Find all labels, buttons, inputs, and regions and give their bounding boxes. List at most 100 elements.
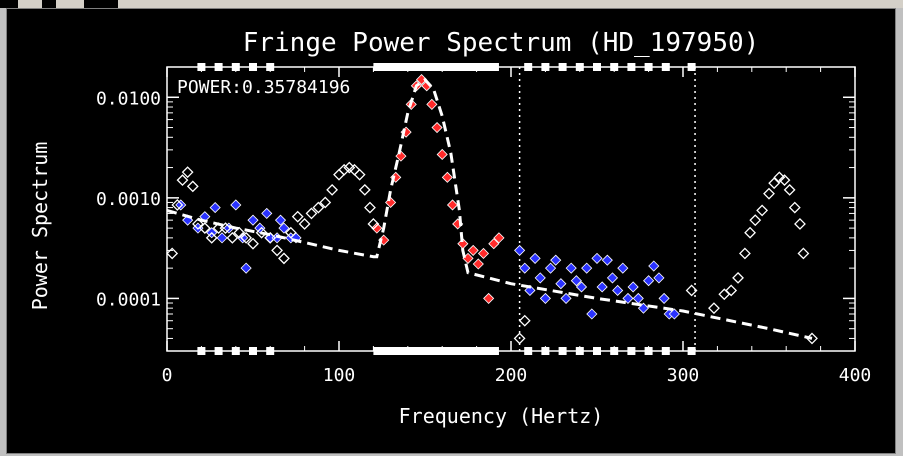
top-strip-block <box>84 0 118 8</box>
white-diamond-point <box>271 244 283 257</box>
x-tick-label: 200 <box>495 365 528 386</box>
blue-diamond-point <box>648 260 660 272</box>
white-diamond-point <box>233 226 246 239</box>
blue-diamond-point <box>601 254 613 266</box>
white-diamond-point <box>763 187 775 200</box>
bottom-bar-segment <box>373 347 499 355</box>
bottom-bar-square <box>266 347 275 355</box>
red-diamond-point <box>436 148 448 161</box>
x-tick-label: 0 <box>162 365 173 386</box>
white-diamond-point <box>768 177 781 190</box>
white-diamond-point <box>278 252 290 265</box>
white-diamond-point <box>367 218 380 230</box>
blue-diamond-point <box>570 275 582 287</box>
plot-marks <box>166 73 818 345</box>
top-bar-square <box>575 63 584 71</box>
white-diamond-point <box>319 196 332 209</box>
top-strip-block <box>42 0 56 8</box>
blue-diamond-point <box>209 202 221 214</box>
white-diamond-point <box>749 214 762 227</box>
top-bar-square <box>558 63 567 71</box>
blue-diamond-point <box>514 244 526 256</box>
blue-diamond-point <box>278 222 290 234</box>
blue-diamond-point <box>658 292 670 304</box>
blue-diamond-point <box>612 284 624 297</box>
bottom-bar-square <box>541 347 550 355</box>
white-diamond-point <box>756 204 769 217</box>
fringe-power-spectrum-chart: Fringe Power Spectrum (HD_197950) Power … <box>28 28 872 428</box>
y-tick-label: 0.0010 <box>96 189 161 210</box>
blue-diamond-point <box>653 272 665 284</box>
top-bar-square <box>541 63 550 71</box>
red-diamond-point <box>472 258 484 270</box>
blue-diamond-point <box>534 272 546 284</box>
red-diamond-point <box>493 232 505 244</box>
white-diamond-point <box>708 302 720 315</box>
blue-diamond-point <box>175 199 187 211</box>
white-diamond-point <box>788 201 801 214</box>
white-diamond-point <box>685 284 698 297</box>
white-diamond-point <box>783 183 796 196</box>
red-diamond-point <box>483 292 495 304</box>
bottom-bar-square <box>524 347 533 355</box>
top-bar-square <box>593 63 601 71</box>
red-diamond-point <box>385 196 397 209</box>
y-axis-label: Power Spectrum <box>28 142 52 311</box>
blue-diamond-point <box>643 275 655 287</box>
blue-diamond-point <box>539 292 551 304</box>
top-strip-block <box>0 0 18 8</box>
blue-diamond-point <box>586 308 598 320</box>
blue-diamond-point <box>617 262 629 274</box>
blue-diamond-point <box>230 199 242 211</box>
bottom-bar-square <box>644 347 653 355</box>
blue-diamond-point <box>668 308 680 320</box>
blue-diamond-point <box>555 278 567 290</box>
white-diamond-point <box>305 207 318 220</box>
blue-diamond-point <box>254 222 266 234</box>
bottom-bar-square <box>593 347 601 355</box>
blue-diamond-point <box>544 262 557 274</box>
blue-diamond-point <box>596 281 608 293</box>
top-bar-square <box>524 63 533 71</box>
white-diamond-point <box>333 168 345 181</box>
bottom-bar-square <box>610 347 619 355</box>
bottom-bar-square <box>249 347 257 355</box>
blue-diamond-point <box>240 262 252 274</box>
white-diamond-point <box>264 231 277 244</box>
plot-frame <box>166 66 856 352</box>
bottom-bar-square <box>558 347 567 355</box>
white-diamond-point <box>247 237 259 250</box>
top-bar-square <box>687 63 696 71</box>
white-diamond-point <box>364 201 376 214</box>
white-diamond-point <box>773 171 786 184</box>
plot-window: Fringe Power Spectrum (HD_197950) Power … <box>6 8 896 454</box>
top-bar-square <box>197 63 206 71</box>
y-tick-label: 0.0001 <box>96 289 161 310</box>
top-bar-square <box>661 63 670 71</box>
x-tick-label: 400 <box>839 365 872 386</box>
x-axis-label: Frequency (Hertz) <box>399 404 604 428</box>
blue-diamond-point <box>247 214 259 226</box>
white-diamond-point <box>255 226 268 239</box>
white-diamond-point <box>343 161 356 174</box>
red-diamond-point <box>446 199 459 211</box>
white-diamond-point <box>181 166 194 179</box>
bottom-bar-square <box>197 347 206 355</box>
blue-diamond-point <box>632 292 644 304</box>
white-diamond-point <box>744 226 756 239</box>
blue-diamond-point <box>627 281 639 293</box>
white-diamond-point <box>353 168 366 181</box>
blue-diamond-point <box>216 232 228 244</box>
blue-diamond-point <box>519 262 531 274</box>
chart-title: Fringe Power Spectrum (HD_197950) <box>243 28 760 58</box>
white-diamond-point <box>794 218 806 230</box>
top-bar-square <box>610 63 619 71</box>
white-diamond-point <box>725 284 738 297</box>
blue-diamond-point <box>622 292 634 304</box>
white-diamond-point <box>326 183 339 196</box>
power-annotation: POWER:0.35784196 <box>177 77 350 98</box>
white-diamond-point <box>186 180 199 193</box>
blue-diamond-point <box>560 292 572 304</box>
white-diamond-point <box>348 163 361 176</box>
red-diamond-point <box>371 222 383 234</box>
